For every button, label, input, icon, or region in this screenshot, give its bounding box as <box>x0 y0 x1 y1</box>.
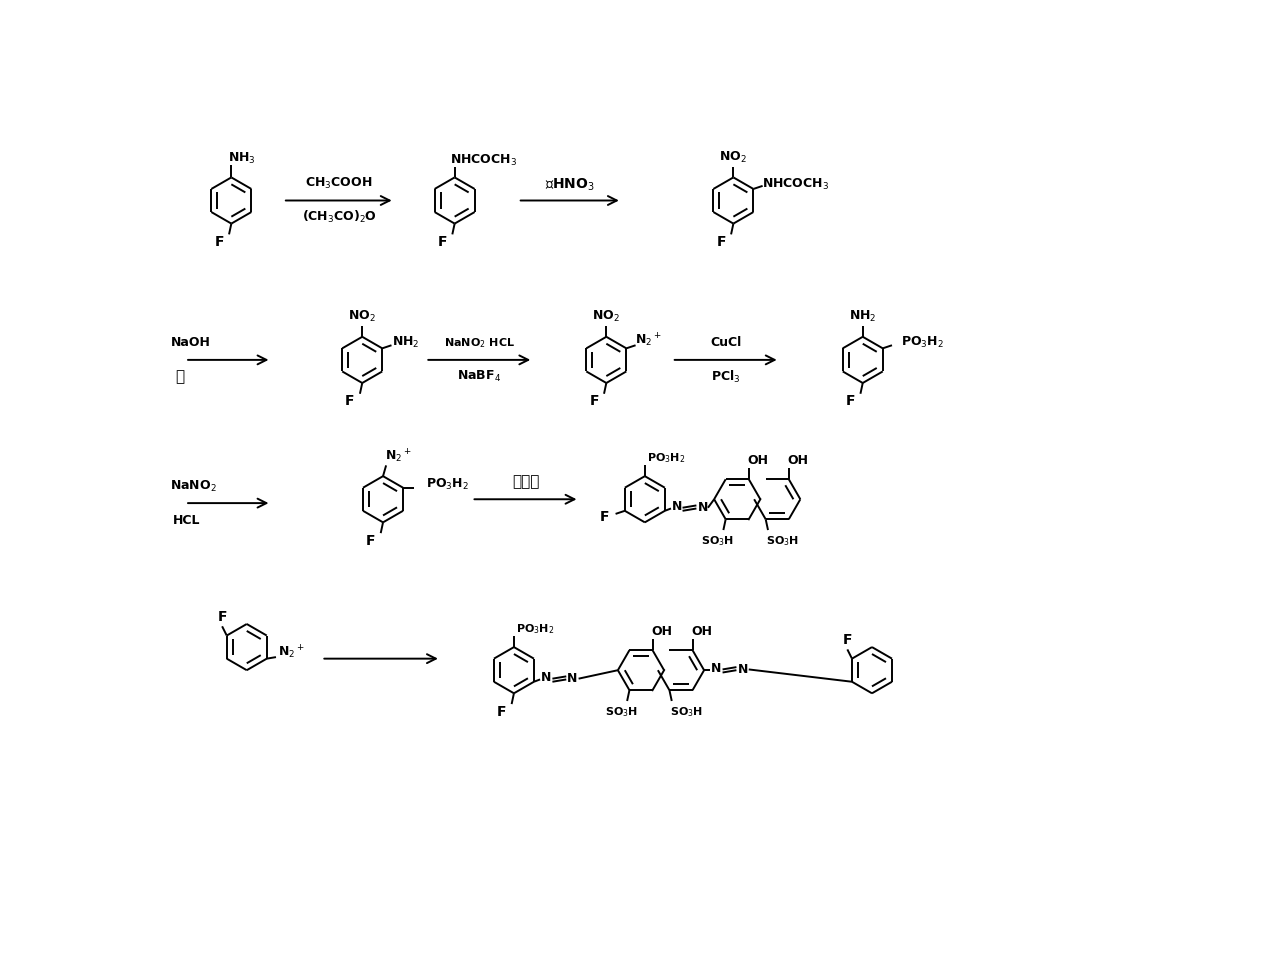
Text: OH: OH <box>692 625 712 638</box>
Text: SO$_3$H: SO$_3$H <box>766 534 799 548</box>
Text: NHCOCH$_3$: NHCOCH$_3$ <box>450 152 517 168</box>
Text: F: F <box>345 395 354 408</box>
Text: (CH$_3$CO)$_2$O: (CH$_3$CO)$_2$O <box>302 209 377 226</box>
Text: N$_2$$^+$: N$_2$$^+$ <box>635 332 661 349</box>
Text: F: F <box>497 704 507 719</box>
Text: NO$_2$: NO$_2$ <box>348 309 376 324</box>
Text: NaNO$_2$: NaNO$_2$ <box>169 479 217 494</box>
Text: F: F <box>214 235 223 249</box>
Text: NO$_2$: NO$_2$ <box>593 309 620 324</box>
Text: CH$_3$COOH: CH$_3$COOH <box>305 176 373 191</box>
Text: OH: OH <box>788 455 808 467</box>
Text: N: N <box>738 663 748 676</box>
Text: PO$_3$H$_2$: PO$_3$H$_2$ <box>516 621 554 636</box>
Text: NaOH: NaOH <box>172 337 212 349</box>
Text: N: N <box>567 673 577 685</box>
Text: SO$_3$H: SO$_3$H <box>606 704 638 719</box>
Text: NHCOCH$_3$: NHCOCH$_3$ <box>762 177 829 192</box>
Text: N$_2$$^+$: N$_2$$^+$ <box>278 644 305 661</box>
Text: OH: OH <box>652 625 672 638</box>
Text: PCl$_3$: PCl$_3$ <box>711 369 740 385</box>
Text: N: N <box>541 672 552 684</box>
Text: F: F <box>589 395 599 408</box>
Text: N$_2$$^+$: N$_2$$^+$ <box>385 448 412 465</box>
Text: F: F <box>716 235 726 249</box>
Text: PO$_3$H$_2$: PO$_3$H$_2$ <box>426 477 470 492</box>
Text: NaNO$_2$ HCL: NaNO$_2$ HCL <box>444 336 514 350</box>
Text: N: N <box>711 662 721 675</box>
Text: PO$_3$H$_2$: PO$_3$H$_2$ <box>647 451 685 464</box>
Text: CuCl: CuCl <box>709 337 742 349</box>
Text: NH$_2$: NH$_2$ <box>391 335 420 349</box>
Text: NH$_3$: NH$_3$ <box>228 152 255 167</box>
Text: N: N <box>698 501 708 514</box>
Text: NH$_2$: NH$_2$ <box>849 309 876 324</box>
Text: F: F <box>843 633 852 648</box>
Text: OH: OH <box>748 455 769 467</box>
Text: NO$_2$: NO$_2$ <box>720 150 747 165</box>
Text: F: F <box>845 395 856 408</box>
Text: N: N <box>672 501 683 513</box>
Text: HCL: HCL <box>173 513 200 527</box>
Text: F: F <box>217 610 227 624</box>
Text: F: F <box>600 510 609 524</box>
Text: SO$_3$H: SO$_3$H <box>670 704 703 719</box>
Text: SO$_3$H: SO$_3$H <box>702 534 735 548</box>
Text: NaBF$_4$: NaBF$_4$ <box>457 370 502 384</box>
Text: F: F <box>438 235 446 249</box>
Text: PO$_3$H$_2$: PO$_3$H$_2$ <box>901 335 944 349</box>
Text: 变色酸: 变色酸 <box>512 474 539 489</box>
Text: 浓HNO$_3$: 浓HNO$_3$ <box>545 177 595 193</box>
Text: F: F <box>366 534 376 548</box>
Text: 水: 水 <box>176 370 185 384</box>
